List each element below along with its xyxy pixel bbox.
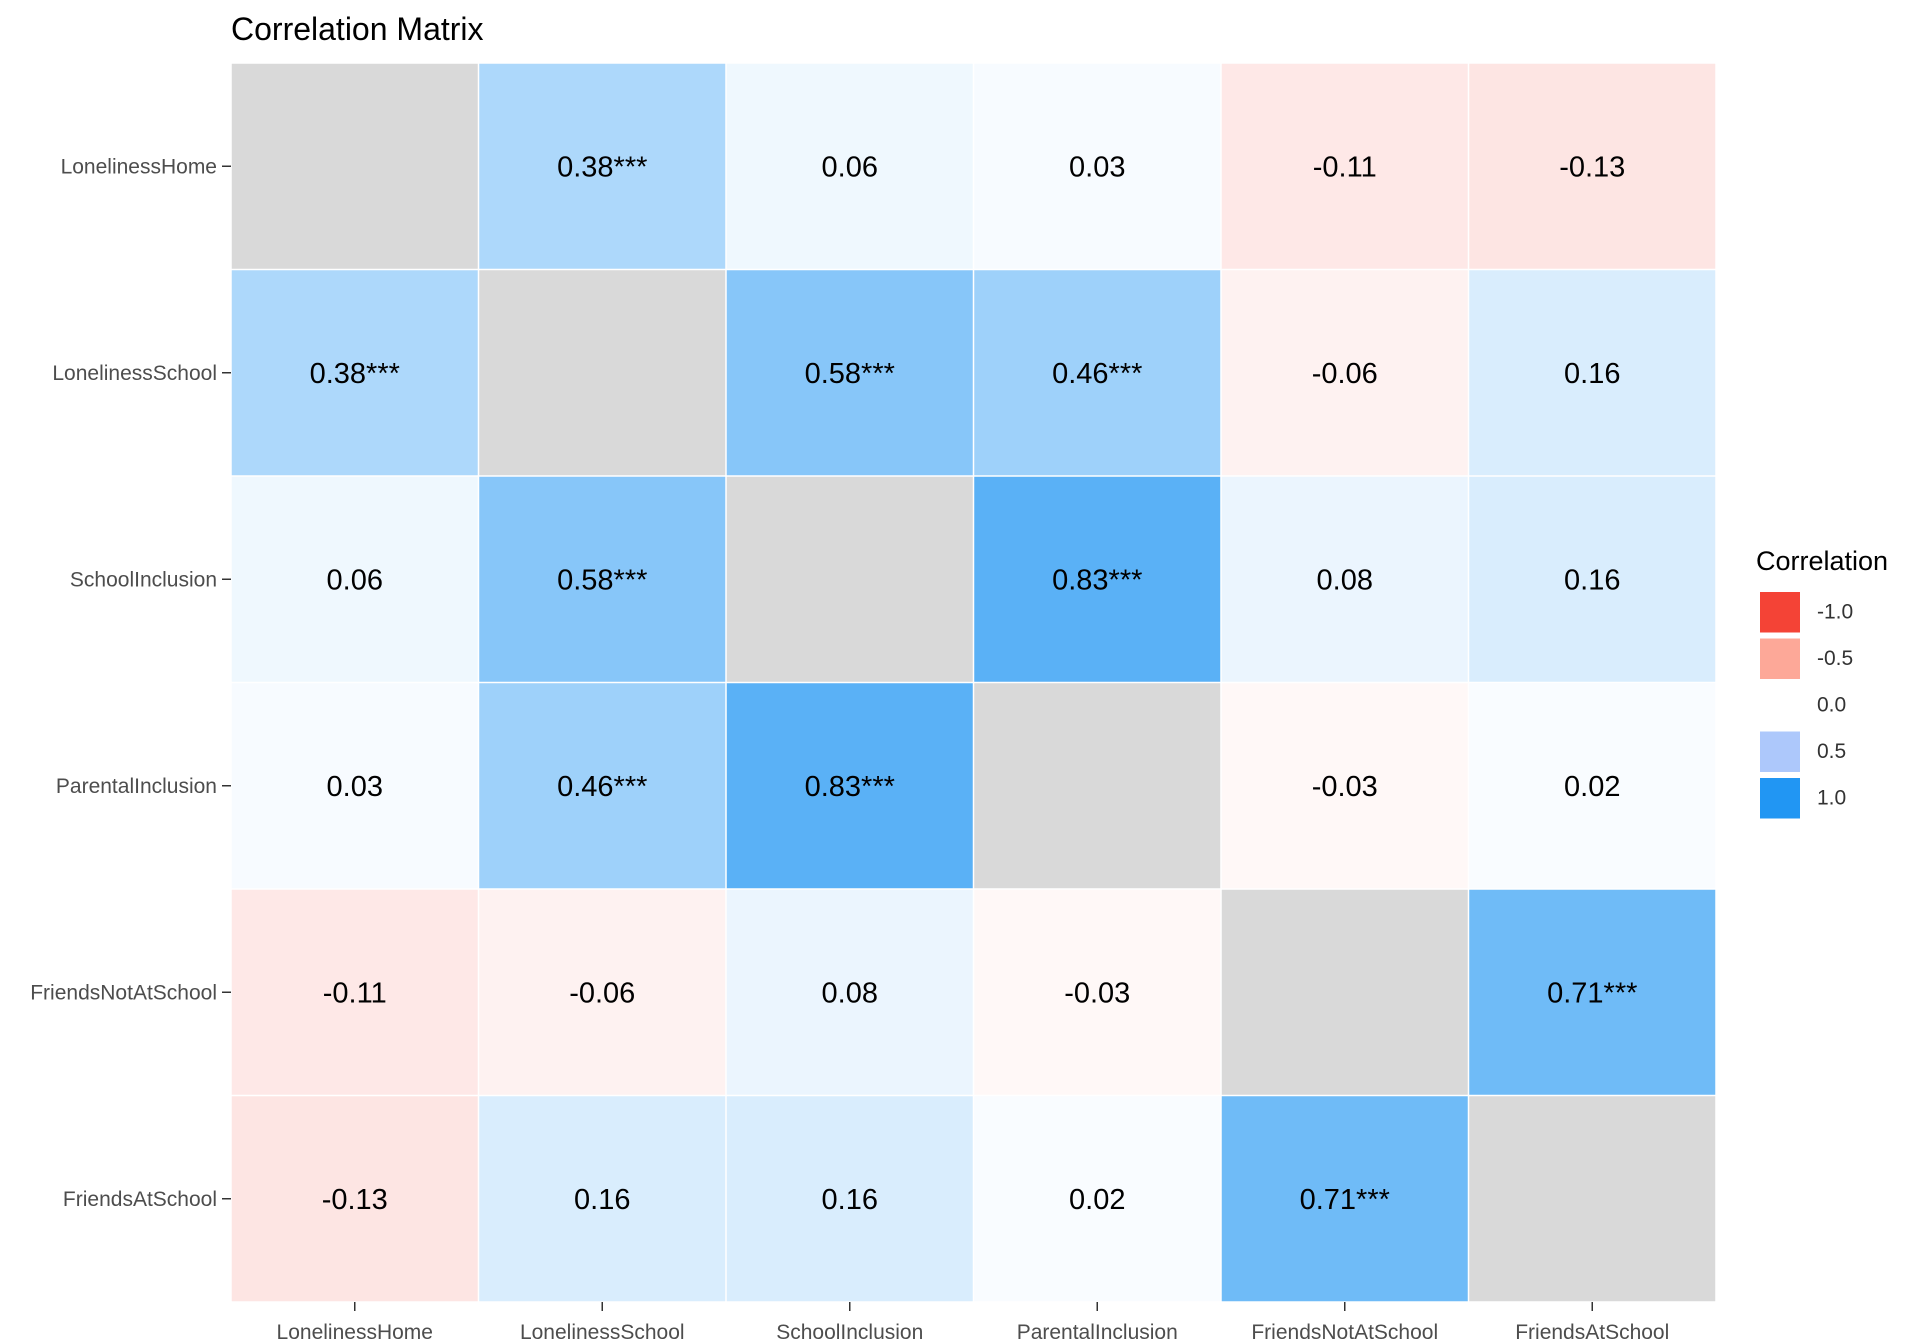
- heatmap-cell-2-1: [479, 476, 726, 682]
- y-tick-label-3: ParentalInclusion: [56, 775, 217, 798]
- cell-value-label-0-3: 0.03: [1069, 151, 1125, 183]
- heatmap-cell-1-3: [974, 270, 1221, 476]
- chart-title: Correlation Matrix: [231, 11, 484, 47]
- heatmap-cell-3-3: [974, 683, 1221, 889]
- heatmap-cell-3-4: [1221, 683, 1468, 889]
- cell-value-label-1-2: 0.58***: [805, 358, 895, 390]
- legend-key-2: [1760, 685, 1800, 726]
- cell-value-label-4-3: -0.03: [1064, 977, 1130, 1009]
- heatmap-cell-0-2: [726, 63, 973, 269]
- heatmap-cell-4-0: [231, 889, 478, 1095]
- cell-value-label-3-1: 0.46***: [557, 771, 647, 803]
- cell-value-label-3-0: 0.03: [327, 771, 383, 803]
- cell-value-label-3-4: -0.03: [1312, 771, 1378, 803]
- heatmap-cell-5-0: [231, 1096, 478, 1302]
- y-tick-label-1: LonelinessSchool: [52, 362, 217, 385]
- legend-label-0: -1.0: [1817, 600, 1853, 623]
- heatmap-cell-2-2: [726, 476, 973, 682]
- heatmap-cell-1-5: [1469, 270, 1716, 476]
- heatmap-cell-4-3: [974, 889, 1221, 1095]
- heatmap-cell-1-2: [726, 270, 973, 476]
- cell-value-label-2-0: 0.06: [327, 564, 383, 596]
- cell-value-label-3-5: 0.02: [1564, 771, 1620, 803]
- cell-value-label-3-2: 0.83***: [805, 771, 895, 803]
- legend-key-1: [1760, 638, 1800, 679]
- heatmap-cell-2-4: [1221, 476, 1468, 682]
- heatmap-cell-3-2: [726, 683, 973, 889]
- cell-value-label-1-4: -0.06: [1312, 358, 1378, 390]
- cell-value-label-0-4: -0.11: [1313, 151, 1377, 183]
- cell-value-label-0-1: 0.38***: [557, 151, 647, 183]
- cell-value-label-0-5: -0.13: [1559, 151, 1625, 183]
- cell-value-label-4-0: -0.11: [323, 977, 387, 1009]
- heatmap-cell-1-0: [231, 270, 478, 476]
- legend-label-2: 0.0: [1817, 693, 1846, 716]
- heatmap-cell-5-4: [1221, 1096, 1468, 1302]
- y-axis: LonelinessHome LonelinessSchool SchoolIncl…: [30, 155, 231, 1211]
- legend-key-3: [1760, 731, 1800, 772]
- legend: Correlation -1.0 -0.5 0.0 0.5 1.0: [1756, 546, 1888, 819]
- heatmap-cell-5-3: [974, 1096, 1221, 1302]
- heatmap-cell-5-2: [726, 1096, 973, 1302]
- legend-label-1: -0.5: [1817, 647, 1853, 670]
- x-axis: LonelinessHome LonelinessSchool SchoolIncl…: [277, 1302, 1669, 1344]
- heatmap-cell-2-5: [1469, 476, 1716, 682]
- heatmap-cell-3-0: [231, 683, 478, 889]
- x-tick-label-4: FriendsNotAtSchool: [1251, 1321, 1438, 1344]
- cell-value-label-5-3: 0.02: [1069, 1184, 1125, 1216]
- heatmap-cell-0-1: [479, 63, 726, 269]
- heatmap-cell-4-5: [1469, 889, 1716, 1095]
- cell-value-label-2-4: 0.08: [1317, 564, 1373, 596]
- cell-value-label-2-1: 0.58***: [557, 564, 647, 596]
- heatmap-cell-0-5: [1469, 63, 1716, 269]
- legend-label-3: 0.5: [1817, 740, 1846, 763]
- x-tick-label-1: LonelinessSchool: [520, 1321, 685, 1344]
- x-tick-label-3: ParentalInclusion: [1017, 1321, 1178, 1344]
- heatmap-cell-4-4: [1221, 889, 1468, 1095]
- heatmap-cell-5-5: [1469, 1096, 1716, 1302]
- cell-value-label-4-1: -0.06: [569, 977, 635, 1009]
- heatmap-cell-1-4: [1221, 270, 1468, 476]
- cell-value-label-2-5: 0.16: [1564, 564, 1620, 596]
- heatmap-cell-4-2: [726, 889, 973, 1095]
- cell-value-label-5-1: 0.16: [574, 1184, 630, 1216]
- cell-value-label-1-5: 0.16: [1564, 358, 1620, 390]
- cell-value-label-1-3: 0.46***: [1052, 358, 1142, 390]
- heatmap-cell-0-3: [974, 63, 1221, 269]
- legend-key-0: [1760, 592, 1800, 633]
- heatmap-cell-0-0: [231, 63, 478, 269]
- heatmap-cell-1-1: [479, 270, 726, 476]
- legend-key-4: [1760, 778, 1800, 819]
- x-tick-label-0: LonelinessHome: [277, 1321, 433, 1344]
- y-tick-label-5: FriendsAtSchool: [63, 1188, 217, 1211]
- heatmap-cell-4-1: [479, 889, 726, 1095]
- cell-value-label-4-5: 0.71***: [1547, 977, 1637, 1009]
- heatmap-cell-2-0: [231, 476, 478, 682]
- heatmap-cells: 0.38*** 0.06 0.03 -0.11 -0.13 0.38*** 0.58*** 0…: [231, 63, 1716, 1302]
- heatmap-cell-2-3: [974, 476, 1221, 682]
- y-tick-label-0: LonelinessHome: [61, 155, 217, 178]
- x-tick-label-2: SchoolInclusion: [776, 1321, 923, 1344]
- cell-value-label-5-0: -0.13: [322, 1184, 388, 1216]
- heatmap-cell-0-4: [1221, 63, 1468, 269]
- y-tick-label-4: FriendsNotAtSchool: [30, 981, 217, 1004]
- cell-value-label-4-2: 0.08: [822, 977, 878, 1009]
- x-tick-label-5: FriendsAtSchool: [1515, 1321, 1669, 1344]
- cell-value-label-0-2: 0.06: [822, 151, 878, 183]
- y-tick-label-2: SchoolInclusion: [70, 568, 217, 591]
- cell-value-label-5-4: 0.71***: [1300, 1184, 1390, 1216]
- heatmap-cell-5-1: [479, 1096, 726, 1302]
- cell-value-label-1-0: 0.38***: [310, 358, 400, 390]
- legend-title: Correlation: [1756, 546, 1888, 576]
- legend-label-4: 1.0: [1817, 786, 1846, 809]
- heatmap-cell-3-5: [1469, 683, 1716, 889]
- heatmap-cell-3-1: [479, 683, 726, 889]
- cell-value-label-5-2: 0.16: [822, 1184, 878, 1216]
- cell-value-label-2-3: 0.83***: [1052, 564, 1142, 596]
